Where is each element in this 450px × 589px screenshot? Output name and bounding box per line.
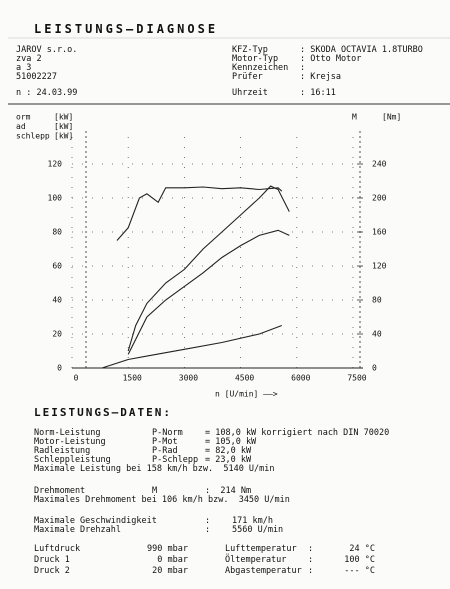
y-tick-label: 60 (52, 262, 62, 271)
row-symbol: P-Rad (152, 446, 178, 456)
ambient-value: 0 mbar (157, 555, 188, 565)
legend-unit: [kW] (54, 132, 73, 141)
ambient-sep: : (308, 544, 314, 554)
field-value: : Krejsa (300, 72, 341, 82)
row-label: Maximale Drehzahl (34, 525, 121, 535)
legend-name: orm (16, 113, 31, 122)
ambient-label: Öltemperatur (225, 555, 287, 565)
x-tick-label: 4500 (235, 374, 254, 383)
ambient-value: --- °C (344, 566, 375, 576)
row-symbol: P-Mot (152, 437, 178, 447)
row-label: Radleistung (34, 446, 91, 456)
row-symbol: M (152, 486, 158, 496)
doc-title: LEISTUNGS–DIAGNOSE (34, 22, 219, 36)
legend-unit: [kW] (54, 113, 73, 122)
row-sep: : (205, 525, 211, 535)
x-tick-label: 7500 (347, 374, 366, 383)
max-power: Maximale Leistung bei 158 km/h bzw. 5140… (34, 464, 275, 474)
ambient-sep: : (308, 566, 314, 576)
field-label: KFZ-Typ (232, 45, 268, 55)
row-value: = 82,0 kW (205, 446, 252, 456)
row-value: 171 km/h (232, 516, 273, 526)
row-label: Drehmoment (34, 486, 86, 496)
row-label: Schleppleistung (34, 455, 111, 465)
max-torque: Maximales Drehmoment bei 106 km/h bzw. 3… (34, 495, 290, 505)
y2-tick-label: 160 (372, 228, 387, 237)
ambient-label: Lufttemperatur (225, 544, 297, 554)
y-tick-label: 20 (52, 330, 62, 339)
x-tick-label: 0 (74, 374, 79, 383)
chart: 0 20 40 60 80 100 120 0 40 80 120 160 200 240 0 1500 300… (8, 37, 450, 399)
y2-tick-label: 200 (372, 194, 387, 203)
y2-tick-label: 80 (372, 296, 382, 305)
client-line: n : 24.03.99 (16, 88, 78, 98)
field-label: Motor-Typ (232, 54, 279, 64)
ambient-label: Druck 2 (34, 566, 70, 576)
ambient-value: 20 mbar (152, 566, 188, 576)
row-value: 5560 U/min (232, 525, 284, 535)
row-sep: : (205, 516, 211, 526)
y-tick-label: 100 (48, 194, 63, 203)
ambient-value: 100 °C (344, 555, 375, 565)
client-line: 51002227 (16, 72, 57, 82)
x-tick-label: 6000 (291, 374, 310, 383)
row-value: = 108,0 kW korrigiert nach DIN 70020 (205, 428, 390, 438)
data-line (127, 229, 290, 355)
row-value: = 105,0 kW (205, 437, 257, 447)
ambient-label: Luftdruck (34, 544, 81, 554)
y-tick-label: 40 (52, 296, 62, 305)
field-value: : SKODA OCTAVIA 1.8TURBO (300, 45, 423, 55)
client-line: a 3 (16, 63, 32, 73)
x-tick-label: 3000 (179, 374, 198, 383)
row-label: Motor-Leistung (34, 437, 106, 447)
section-title: LEISTUNGS–DATEN: (34, 406, 172, 419)
client-line: zva 2 (16, 54, 42, 64)
row-value: : 214 Nm (205, 486, 252, 496)
row-symbol: P-Norm (152, 428, 183, 438)
y2-tick-label: 240 (372, 160, 387, 169)
row-value: = 23,0 kW (205, 455, 252, 465)
row-label: Maximale Geschwindigkeit (34, 516, 157, 526)
field-label: Prüfer (232, 72, 263, 82)
field-value: : (300, 63, 306, 73)
field-label: Kennzeichen (232, 63, 289, 73)
legend-name: ad (16, 122, 26, 131)
row-label: Norm-Leistung (34, 428, 101, 438)
field-value: : 16:11 (300, 88, 336, 98)
ambient-value: 990 mbar (147, 544, 188, 554)
y-tick-label: 80 (52, 228, 62, 237)
y-tick-label: 120 (48, 160, 63, 169)
data-line (101, 324, 282, 369)
ambient-label: Abgastemperatur (225, 566, 302, 576)
data-line (127, 185, 290, 352)
field-label: Uhrzeit (232, 88, 268, 98)
y2-tick-label: 120 (372, 262, 387, 271)
y-tick-label: 0 (57, 364, 62, 373)
legend-name: schlepp (16, 132, 50, 141)
y2-tick-label: 40 (372, 330, 382, 339)
x-axis-label: n [U/min] ——> (215, 390, 278, 399)
legend-name: M (352, 113, 357, 122)
legend-unit: [kW] (54, 122, 73, 131)
data-line (116, 186, 283, 241)
client-line: JAROV s.r.o. (16, 45, 78, 55)
legend-unit: [Nm] (382, 113, 401, 122)
row-symbol: P-Schlepp (152, 455, 199, 465)
x-tick-label: 1500 (123, 374, 142, 383)
ambient-value: 24 °C (349, 544, 375, 554)
ambient-label: Druck 1 (34, 555, 70, 565)
ambient-sep: : (308, 555, 314, 565)
field-value: : Otto Motor (300, 54, 362, 64)
y2-tick-label: 0 (372, 364, 377, 373)
